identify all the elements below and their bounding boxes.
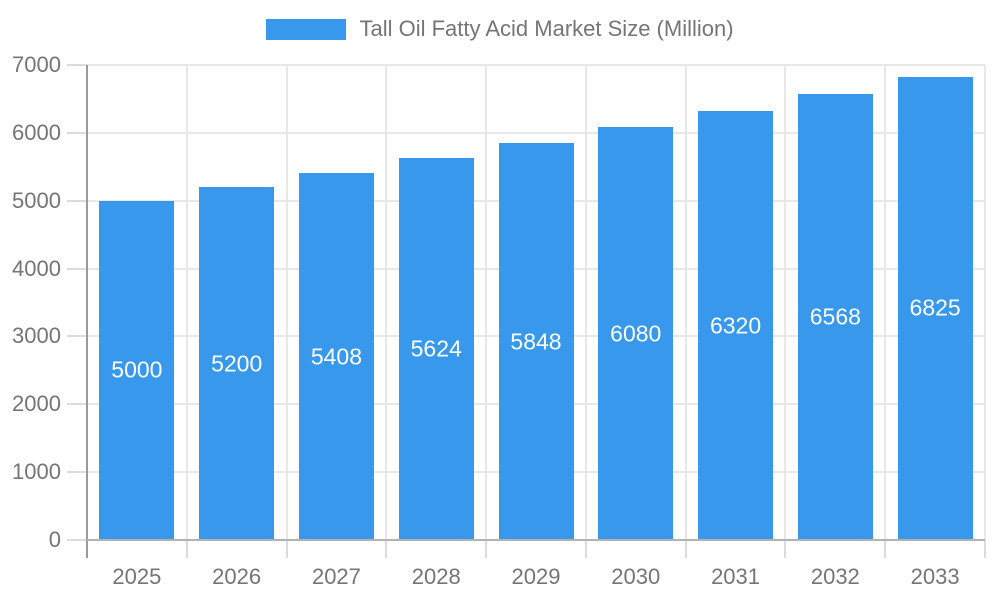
y-axis-tick xyxy=(67,64,87,66)
x-axis-tick xyxy=(584,540,587,558)
y-axis-tick xyxy=(67,471,87,474)
gridline-vertical xyxy=(285,65,288,540)
gridline-vertical xyxy=(584,65,587,540)
bar-value-label: 5624 xyxy=(410,335,462,362)
plot-area: 0 1000 2000 3000 4000 5000 6000 7000 5000 2025 520… xyxy=(12,52,986,589)
x-axis-label: 2029 xyxy=(511,564,561,589)
bar-value-label: 5848 xyxy=(510,328,562,355)
bar[interactable] xyxy=(298,173,374,540)
bar[interactable] xyxy=(897,76,973,540)
bar-value-label: 6568 xyxy=(809,303,861,330)
gridline-vertical xyxy=(884,65,887,540)
x-axis-label: 2027 xyxy=(311,564,361,589)
legend-label: Tall Oil Fatty Acid Market Size (Million… xyxy=(359,16,734,41)
x-axis-label: 2025 xyxy=(112,564,162,589)
legend-swatch-icon xyxy=(266,18,347,40)
bar-value-label: 6320 xyxy=(709,312,762,339)
bar[interactable] xyxy=(698,111,774,540)
y-axis-label: 4000 xyxy=(12,255,61,281)
bar[interactable] xyxy=(598,127,674,540)
gridline-vertical xyxy=(385,65,388,540)
bar-value-label: 6080 xyxy=(610,320,662,347)
x-axis-tick xyxy=(285,540,288,558)
x-axis-line xyxy=(87,539,985,541)
bar-value-label: 6825 xyxy=(909,294,961,321)
bar[interactable] xyxy=(797,94,873,540)
y-axis-label: 5000 xyxy=(12,187,61,213)
y-axis-label: 7000 xyxy=(12,52,61,77)
bar-value-label: 5000 xyxy=(111,356,163,383)
gridline-vertical xyxy=(185,65,188,540)
y-axis-tick xyxy=(67,131,87,134)
bar[interactable] xyxy=(199,187,275,540)
x-axis-tick xyxy=(784,540,787,558)
y-axis-line xyxy=(86,65,88,558)
x-axis-tick xyxy=(884,540,887,558)
bar-value-label: 5408 xyxy=(310,343,363,369)
x-axis-label: 2028 xyxy=(411,564,461,589)
y-axis-tick xyxy=(67,335,87,338)
y-axis-tick xyxy=(67,539,87,541)
gridline-vertical xyxy=(784,65,787,540)
bar-value-label: 5200 xyxy=(211,350,263,377)
bar[interactable] xyxy=(99,200,175,540)
x-axis-label: 2032 xyxy=(810,564,860,589)
x-axis-tick xyxy=(984,540,986,558)
x-axis-label: 2033 xyxy=(910,564,960,589)
y-axis-tick xyxy=(67,199,87,202)
bar[interactable] xyxy=(398,158,474,540)
x-axis-label: 2030 xyxy=(611,564,661,589)
legend[interactable]: Tall Oil Fatty Acid Market Size (Million… xyxy=(0,16,1000,42)
y-axis-label: 0 xyxy=(48,527,61,552)
y-axis-label: 6000 xyxy=(12,119,61,145)
x-axis-label: 2026 xyxy=(212,564,262,589)
y-axis-label: 2000 xyxy=(12,391,61,417)
x-axis-tick xyxy=(185,540,188,558)
y-axis-label: 3000 xyxy=(12,323,61,349)
gridline-vertical xyxy=(684,65,687,540)
x-axis-label: 2031 xyxy=(711,564,761,589)
y-axis-tick xyxy=(67,267,87,270)
gridline-vertical xyxy=(485,65,488,540)
gridline-horizontal xyxy=(87,131,985,134)
bar[interactable] xyxy=(498,143,574,540)
gridline-horizontal xyxy=(87,64,985,66)
gridline-vertical xyxy=(984,65,986,540)
y-axis-tick xyxy=(67,403,87,406)
y-axis-label: 1000 xyxy=(12,459,61,485)
x-axis-tick xyxy=(385,540,388,558)
x-axis-tick xyxy=(684,540,687,558)
x-axis-tick xyxy=(485,540,488,558)
